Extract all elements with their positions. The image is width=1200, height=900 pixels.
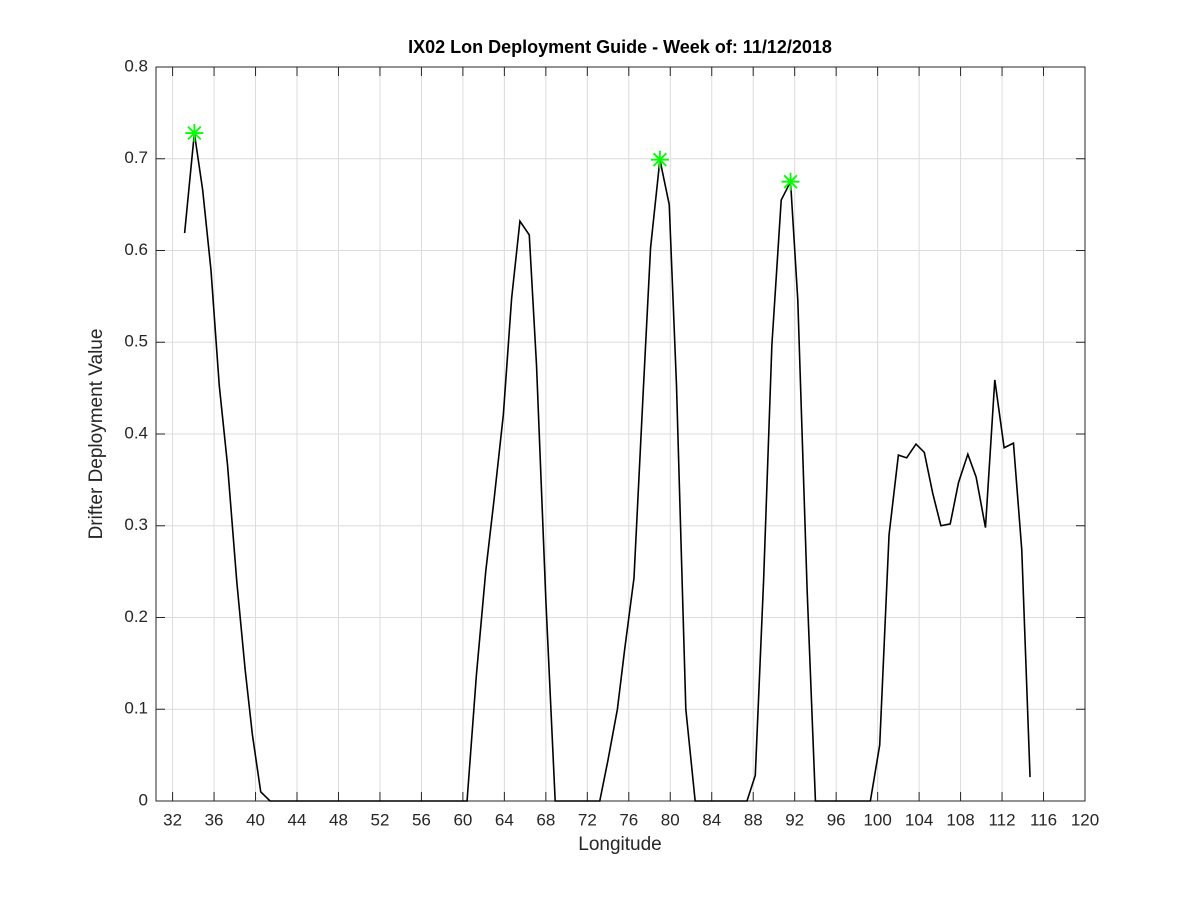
y-tick-label: 0.7 bbox=[124, 148, 148, 167]
x-tick-label: 100 bbox=[863, 810, 891, 829]
x-tick-label: 92 bbox=[785, 810, 804, 829]
x-tick-label: 56 bbox=[412, 810, 431, 829]
y-tick-label: 0.1 bbox=[124, 699, 148, 718]
y-tick-label: 0.6 bbox=[124, 240, 148, 259]
x-tick-label: 68 bbox=[536, 810, 555, 829]
x-tick-label: 96 bbox=[827, 810, 846, 829]
y-tick-label: 0.8 bbox=[124, 56, 148, 75]
star-marker bbox=[650, 150, 669, 169]
x-tick-label: 104 bbox=[905, 810, 933, 829]
x-tick-label: 88 bbox=[744, 810, 763, 829]
star-stroke bbox=[783, 174, 798, 189]
x-tick-label: 60 bbox=[453, 810, 472, 829]
x-tick-label: 84 bbox=[702, 810, 721, 829]
x-tick-label: 48 bbox=[329, 810, 348, 829]
y-tick-label: 0.3 bbox=[124, 515, 148, 534]
x-tick-label: 112 bbox=[988, 810, 1015, 829]
y-tick-label: 0.4 bbox=[124, 423, 148, 442]
x-tick-label: 40 bbox=[246, 810, 265, 829]
x-axis-label: Longitude bbox=[578, 834, 661, 855]
x-tick-label: 108 bbox=[946, 810, 974, 829]
star-stroke bbox=[652, 152, 667, 167]
x-tick-label: 32 bbox=[163, 810, 182, 829]
x-tick-label: 76 bbox=[619, 810, 638, 829]
x-tick-label: 36 bbox=[205, 810, 224, 829]
y-axis-label: Drifter Deployment Value bbox=[86, 329, 107, 540]
plot-frame bbox=[155, 66, 1086, 802]
y-tick-label: 0.2 bbox=[124, 607, 148, 626]
y-tick-label: 0 bbox=[139, 790, 148, 809]
x-tick-label: 44 bbox=[288, 810, 307, 829]
data-line bbox=[183, 132, 1031, 802]
star-marker bbox=[185, 124, 204, 143]
x-tick-label: 64 bbox=[495, 810, 514, 829]
x-tick-label: 116 bbox=[1030, 810, 1057, 829]
chart-title: IX02 Lon Deployment Guide - Week of: 11/… bbox=[408, 37, 832, 57]
x-tick-label: 120 bbox=[1071, 810, 1099, 829]
x-tick-label: 80 bbox=[661, 810, 680, 829]
star-stroke bbox=[187, 126, 202, 141]
x-tick-label: 72 bbox=[578, 810, 597, 829]
y-tick-label: 0.5 bbox=[124, 332, 148, 351]
x-tick-label: 52 bbox=[370, 810, 389, 829]
star-marker bbox=[781, 172, 800, 191]
